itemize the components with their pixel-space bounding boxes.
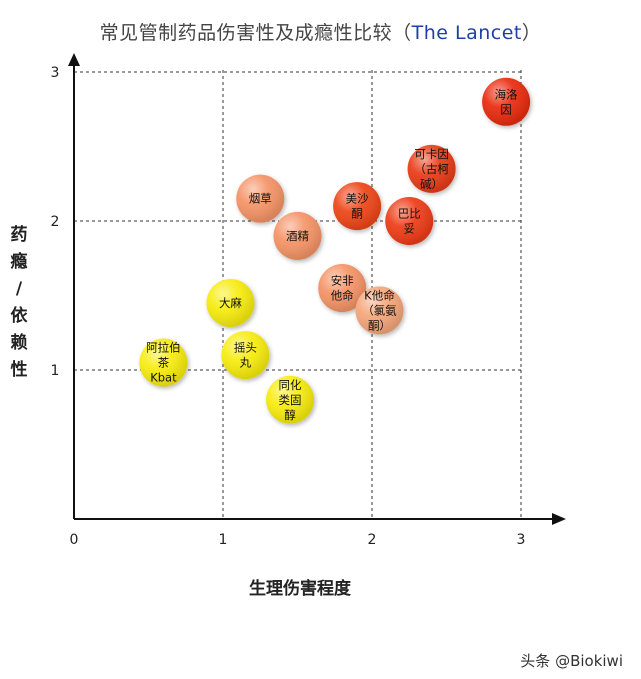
- data-point-label: 类固: [279, 393, 302, 407]
- data-point-label: 美沙: [346, 192, 369, 206]
- y-tick-label: 3: [51, 65, 60, 81]
- tick-labels: 0 1 2 3 1 2 3: [51, 65, 526, 548]
- x-tick-label: 1: [219, 532, 228, 548]
- data-point: 大麻: [206, 278, 255, 327]
- data-point: 海洛因: [482, 77, 531, 126]
- data-point-label: 茶: [158, 356, 170, 370]
- data-point-highlight: [407, 144, 456, 193]
- x-axis-arrow: [552, 513, 566, 525]
- data-point-highlight: [355, 286, 404, 335]
- data-point: 摇头丸: [221, 331, 270, 380]
- data-point: 烟草: [236, 174, 285, 223]
- data-point-highlight: [221, 331, 270, 380]
- watermark: 头条 @Biokiwi: [520, 652, 623, 670]
- grid: [74, 70, 523, 519]
- y-axis-label-char: 依: [10, 306, 28, 326]
- axes: [68, 53, 566, 525]
- data-point-label: 阿拉伯: [146, 341, 181, 355]
- x-tick-label: 0: [70, 532, 79, 548]
- data-point: 可卡因（古柯碱）: [407, 144, 456, 193]
- data-point-highlight: [139, 338, 188, 387]
- data-point-label: 海洛: [495, 87, 518, 101]
- x-tick-label: 2: [368, 532, 377, 548]
- data-point-label: （古柯: [414, 162, 449, 176]
- data-point-label: （氯氨: [362, 303, 397, 317]
- chart-title-source: The Lancet: [411, 22, 522, 44]
- y-tick-label: 2: [51, 214, 60, 230]
- data-point: 巴比妥: [385, 197, 434, 245]
- data-point-highlight: [273, 211, 322, 260]
- data-point-label: 大麻: [219, 296, 242, 310]
- data-point-highlight: [333, 182, 382, 231]
- y-axis-label-char: 瘾: [10, 252, 28, 272]
- data-point-label: 酮）: [368, 318, 391, 332]
- data-point-highlight: [385, 197, 434, 245]
- data-point: 美沙酮: [333, 182, 382, 231]
- data-point-highlight: [482, 77, 531, 126]
- chart-title-close: ）: [521, 22, 542, 44]
- data-point-label: 酒精: [286, 229, 309, 243]
- y-axis-label-char: 药: [10, 225, 28, 245]
- x-tick-label: 3: [517, 532, 526, 548]
- y-axis-label-char: 赖: [10, 333, 28, 353]
- data-point-label: 同化: [279, 378, 302, 392]
- data-point-label: 因: [500, 102, 512, 116]
- data-point-label: 妥: [404, 222, 416, 236]
- y-axis-label-char: /: [15, 279, 23, 299]
- data-point-highlight: [266, 375, 315, 424]
- y-axis-label-char: 性: [10, 360, 28, 380]
- data-point-highlight: [206, 278, 255, 327]
- data-point-label: K他命: [364, 288, 395, 302]
- data-point-label: 巴比: [398, 207, 421, 221]
- x-axis-label: 生理伤害程度: [249, 579, 351, 599]
- data-point-label: 烟草: [249, 192, 272, 206]
- data-point-highlight: [318, 264, 367, 313]
- data-point-label: 丸: [240, 356, 252, 370]
- data-point: K他命（氯氨酮）: [355, 286, 404, 335]
- chart-title-main: 常见管制药品伤害性及成瘾性比较（: [99, 22, 412, 44]
- data-point-label: 摇头: [234, 341, 257, 355]
- data-point-label: 可卡因: [414, 147, 449, 161]
- data-point-highlight: [236, 174, 285, 223]
- data-point-label: 醇: [284, 408, 296, 422]
- y-axis-label: 药瘾 / 依赖性: [6, 222, 32, 384]
- y-tick-label: 1: [51, 363, 60, 379]
- data-point-label: 安非: [331, 274, 354, 288]
- chart-title: 常见管制药品伤害性及成瘾性比较（The Lancet）: [0, 18, 641, 45]
- data-point-label: 酮: [351, 207, 363, 221]
- data-point-label: Kbat: [150, 371, 177, 385]
- data-point-label: 碱）: [420, 177, 443, 191]
- y-axis-arrow: [68, 53, 80, 66]
- data-point: 酒精: [273, 211, 322, 260]
- data-point-label: 他命: [331, 289, 354, 303]
